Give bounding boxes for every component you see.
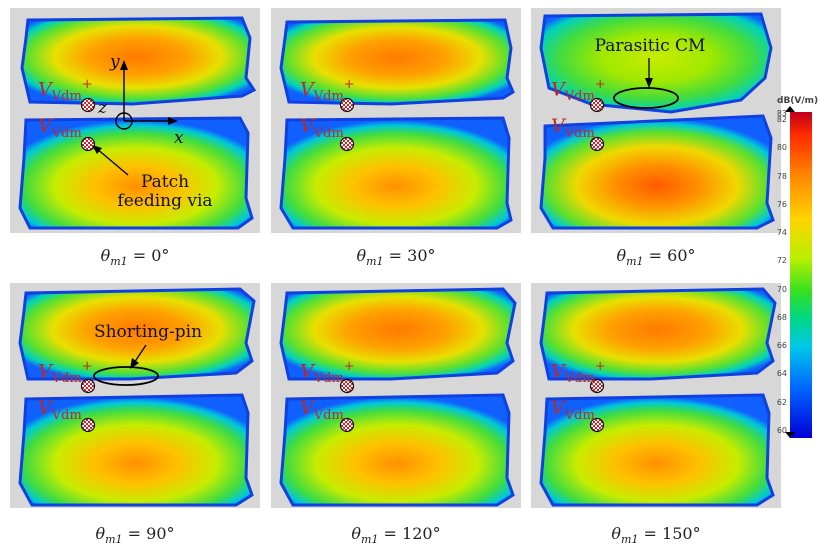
colorbar-tick-label: 72 bbox=[776, 256, 787, 266]
caption-panel-5: θm1 = 120° bbox=[351, 524, 441, 547]
voltage-label-p1-top: VVdm+ bbox=[38, 77, 93, 105]
colorbar-tick-label: 60 bbox=[776, 426, 787, 435]
voltage-label-p6-bot: VVdm bbox=[551, 397, 595, 423]
voltage-label-p3-top: VVdm+ bbox=[551, 77, 606, 105]
axis-z-label: z bbox=[98, 98, 107, 118]
colorbar-tick-label: 80 bbox=[776, 143, 787, 153]
field-panel-6 bbox=[531, 283, 781, 508]
caption-panel-1: θm1 = 0° bbox=[100, 246, 170, 269]
axis-x-label: x bbox=[174, 128, 184, 148]
patch-feeding-via-label: Patch feeding via bbox=[117, 172, 213, 211]
field-panel-3 bbox=[531, 8, 781, 233]
parasitic-cm-ellipse bbox=[613, 87, 679, 109]
colorbar-tick-label: 76 bbox=[776, 199, 787, 209]
parasitic-cm-label: Parasitic CM bbox=[594, 36, 706, 56]
caption-panel-4: θm1 = 90° bbox=[95, 524, 175, 547]
via-marker-upper bbox=[80, 97, 96, 113]
colorbar-tick-label: 82 bbox=[776, 115, 787, 124]
colorbar-tick-label: 66 bbox=[776, 341, 787, 351]
voltage-label-p1-bot: VVdm bbox=[38, 115, 82, 141]
colorbar-tick-label: 68 bbox=[776, 312, 787, 322]
field-panel-4 bbox=[10, 283, 260, 508]
voltage-label-p6-top: VVdm+ bbox=[551, 359, 606, 387]
colorbar-tick-label: 70 bbox=[776, 284, 787, 294]
field-panel-2 bbox=[271, 8, 521, 233]
colorbar-top-arrow bbox=[785, 106, 795, 112]
voltage-label-p2-bot: VVdm bbox=[300, 115, 344, 141]
caption-panel-3: θm1 = 60° bbox=[616, 246, 696, 269]
caption-panel-2: θm1 = 30° bbox=[356, 246, 436, 269]
shorting-pin-ellipse bbox=[93, 366, 159, 386]
colorbar-max-label: 83 bbox=[776, 109, 787, 118]
upper-patch-field bbox=[20, 16, 257, 106]
z-axis-icon bbox=[115, 112, 133, 130]
field-panel-5 bbox=[271, 283, 521, 508]
colorbar-tick-label: 64 bbox=[776, 369, 787, 379]
voltage-label-p4-top: VVdm+ bbox=[38, 359, 93, 387]
colorbar-tick-label: 62 bbox=[776, 397, 787, 407]
colorbar-tick-label: 74 bbox=[776, 228, 787, 238]
voltage-label-p5-top: VVdm+ bbox=[300, 359, 355, 387]
axis-y-label: y bbox=[110, 52, 120, 72]
lower-patch-field bbox=[18, 116, 254, 230]
via-marker-lower bbox=[80, 136, 96, 152]
voltage-label-p5-bot: VVdm bbox=[300, 397, 344, 423]
voltage-label-p2-top: VVdm+ bbox=[300, 77, 355, 105]
voltage-label-p4-bot: VVdm bbox=[38, 397, 82, 423]
caption-panel-6: θm1 = 150° bbox=[611, 524, 701, 547]
colorbar-title: dB(V/m) bbox=[777, 96, 819, 106]
shorting-pin-label: Shorting-pin bbox=[93, 322, 203, 342]
voltage-label-p3-bot: VVdm bbox=[551, 115, 595, 141]
field-panel-1 bbox=[10, 8, 260, 233]
colorbar-bottom-arrow bbox=[785, 432, 795, 438]
colorbar bbox=[790, 112, 812, 438]
colorbar-tick-label: 78 bbox=[776, 171, 787, 181]
